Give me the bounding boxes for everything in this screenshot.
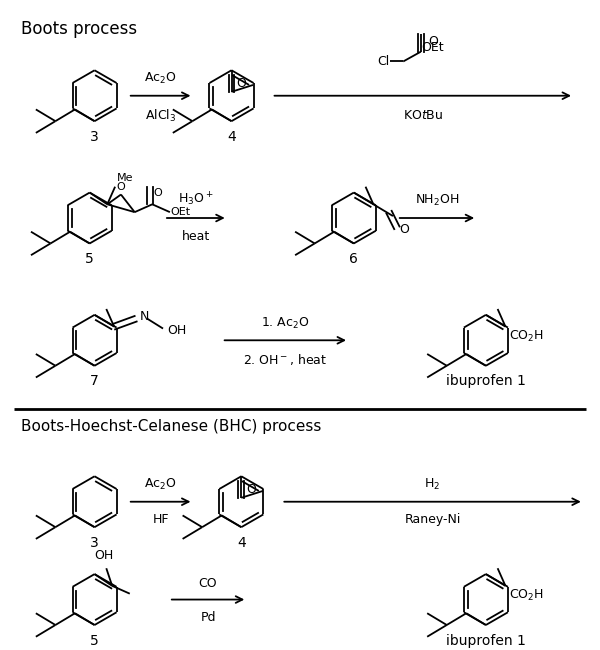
Text: Pd: Pd (200, 611, 216, 624)
Text: 4: 4 (227, 130, 236, 144)
Text: CO$_2$H: CO$_2$H (509, 588, 544, 603)
Text: Me: Me (117, 173, 134, 183)
Text: OEt: OEt (170, 207, 190, 217)
Text: 6: 6 (349, 252, 358, 266)
Text: O: O (236, 77, 246, 90)
Text: heat: heat (182, 229, 210, 242)
Text: H$_3$O$^+$: H$_3$O$^+$ (178, 191, 214, 208)
Text: Boots process: Boots process (21, 20, 137, 38)
Text: 3: 3 (90, 130, 99, 144)
Text: Boots-Hoechst-Celanese (BHC) process: Boots-Hoechst-Celanese (BHC) process (21, 419, 322, 434)
Text: O: O (154, 188, 163, 198)
Text: O: O (116, 182, 125, 192)
Text: H$_2$: H$_2$ (424, 477, 440, 492)
Text: OEt: OEt (421, 41, 443, 54)
Text: Cl: Cl (377, 55, 389, 68)
Text: OH: OH (95, 549, 114, 562)
Text: Ac$_2$O: Ac$_2$O (144, 71, 177, 86)
Text: Raney-Ni: Raney-Ni (404, 514, 461, 526)
Text: NH$_2$OH: NH$_2$OH (415, 193, 459, 208)
Text: Ac$_2$O: Ac$_2$O (144, 477, 177, 492)
Text: CO$_2$H: CO$_2$H (509, 328, 544, 344)
Text: N: N (140, 310, 149, 323)
Text: ibuprofen 1: ibuprofen 1 (446, 374, 526, 389)
Text: ibuprofen 1: ibuprofen 1 (446, 634, 526, 647)
Text: O: O (400, 223, 410, 236)
Text: 5: 5 (90, 634, 99, 647)
Text: 4: 4 (237, 536, 245, 550)
Text: AlCl$_3$: AlCl$_3$ (145, 107, 176, 124)
Text: OH: OH (167, 324, 186, 337)
Text: O: O (246, 484, 256, 497)
Text: KO$t$Bu: KO$t$Bu (403, 109, 443, 122)
Text: 2. OH$^-$, heat: 2. OH$^-$, heat (243, 352, 328, 367)
Text: HF: HF (152, 514, 169, 526)
Text: 3: 3 (90, 536, 99, 550)
Text: 7: 7 (90, 374, 99, 389)
Text: O: O (428, 35, 439, 48)
Text: 5: 5 (85, 252, 94, 266)
Text: 1. Ac$_2$O: 1. Ac$_2$O (261, 315, 310, 330)
Text: CO: CO (199, 577, 217, 590)
